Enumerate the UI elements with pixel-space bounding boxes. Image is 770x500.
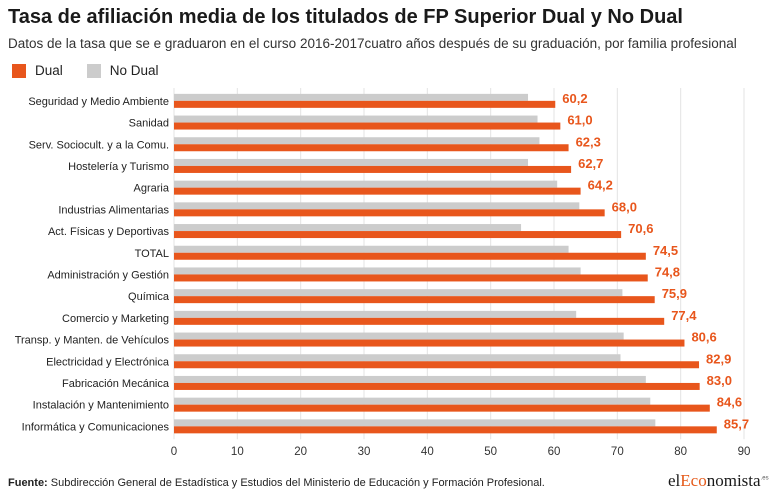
source-text: Subdirección General de Estadística y Es…: [50, 477, 545, 489]
bar-dual: [174, 274, 648, 282]
bar-dual: [174, 404, 710, 412]
x-tick-label: 10: [231, 446, 244, 458]
value-label-dual: 62,3: [576, 134, 601, 149]
x-tick-label: 0: [171, 446, 177, 458]
bar-dual: [174, 144, 569, 152]
bar-no-dual: [174, 115, 538, 123]
legend-item-dual: Dual: [12, 63, 63, 78]
x-tick-label: 80: [674, 446, 687, 458]
bar-dual: [174, 317, 665, 325]
legend-label-dual: Dual: [35, 63, 63, 78]
category-label: Industrias Alimentarias: [58, 204, 169, 216]
bar-no-dual: [174, 245, 569, 253]
category-label: Hostelería y Turismo: [68, 161, 169, 173]
x-tick-label: 90: [738, 446, 751, 458]
value-label-dual: 62,7: [578, 156, 603, 171]
category-label: Química: [128, 291, 170, 303]
category-label: Sanidad: [129, 118, 169, 130]
bar-no-dual: [174, 93, 529, 101]
x-tick-label: 50: [484, 446, 497, 458]
value-label-dual: 74,5: [653, 243, 678, 258]
x-tick-label: 70: [611, 446, 624, 458]
chart-title: Tasa de afiliación media de los titulado…: [8, 6, 683, 28]
brand-logo: elEconomista.es: [668, 471, 769, 490]
bar-dual: [174, 252, 646, 260]
legend-item-no-dual: No Dual: [86, 63, 159, 78]
bar-dual: [174, 361, 700, 369]
bar-no-dual: [174, 137, 540, 145]
value-label-dual: 83,0: [707, 373, 732, 388]
bar-dual: [174, 165, 572, 173]
x-tick-label: 20: [294, 446, 307, 458]
bar-no-dual: [174, 158, 529, 166]
value-label-dual: 74,8: [655, 264, 680, 279]
x-tick-label: 30: [358, 446, 371, 458]
bar-dual: [174, 209, 605, 217]
value-label-dual: 77,4: [671, 308, 697, 323]
legend-swatch-no-dual: [86, 63, 101, 78]
bar-no-dual: [174, 419, 656, 427]
category-label: Instalación y Mantenimiento: [33, 400, 169, 412]
bar-no-dual: [174, 310, 577, 318]
value-label-dual: 80,6: [691, 330, 716, 345]
bar-no-dual: [174, 397, 651, 405]
bar-no-dual: [174, 267, 581, 275]
bar-dual: [174, 426, 717, 434]
category-label: Electricidad y Electrónica: [46, 356, 170, 368]
bar-dual: [174, 187, 581, 195]
bar-no-dual: [174, 375, 646, 383]
category-label: Informática y Comunicaciones: [22, 421, 170, 433]
category-label: Act. Físicas y Deportivas: [48, 226, 170, 238]
category-label: Comercio y Marketing: [62, 313, 169, 325]
bar-no-dual: [174, 180, 558, 188]
bar-no-dual: [174, 354, 621, 362]
value-label-dual: 61,0: [567, 113, 592, 128]
bar-no-dual: [174, 202, 580, 210]
value-label-dual: 68,0: [612, 199, 637, 214]
category-label: Seguridad y Medio Ambiente: [28, 96, 169, 108]
bar-dual: [174, 296, 655, 304]
value-label-dual: 60,2: [562, 91, 587, 106]
value-label-dual: 85,7: [724, 416, 749, 431]
value-label-dual: 75,9: [662, 286, 687, 301]
category-label: Transp. y Manten. de Vehículos: [15, 335, 170, 347]
category-label: Serv. Sociocult. y a la Comu.: [29, 139, 169, 151]
legend-label-no-dual: No Dual: [109, 63, 159, 78]
x-tick-label: 40: [421, 446, 434, 458]
bar-dual: [174, 231, 622, 239]
value-label-dual: 64,2: [588, 178, 613, 193]
bar-dual: [174, 382, 700, 390]
category-label: Fabricación Mecánica: [62, 378, 170, 390]
value-label-dual: 70,6: [628, 221, 653, 236]
category-label: Agraria: [134, 183, 170, 195]
bar-dual: [174, 339, 685, 347]
value-label-dual: 82,9: [706, 351, 731, 366]
bar-dual: [174, 100, 556, 108]
category-label: TOTAL: [135, 248, 169, 260]
bar-no-dual: [174, 332, 624, 340]
legend-swatch-dual: [12, 63, 26, 78]
bar-no-dual: [174, 224, 522, 232]
bar-dual: [174, 122, 561, 130]
value-label-dual: 84,6: [717, 395, 742, 410]
source-label: Fuente:: [8, 477, 48, 489]
x-tick-label: 60: [548, 446, 561, 458]
legend: Dual No Dual: [12, 63, 183, 78]
chart-subtitle: Datos de la tasa que se e graduaron en e…: [8, 36, 737, 51]
bar-no-dual: [174, 289, 623, 297]
source-note: Fuente: Subdirección General de Estadíst…: [8, 477, 545, 489]
category-label: Administración y Gestión: [47, 269, 169, 281]
